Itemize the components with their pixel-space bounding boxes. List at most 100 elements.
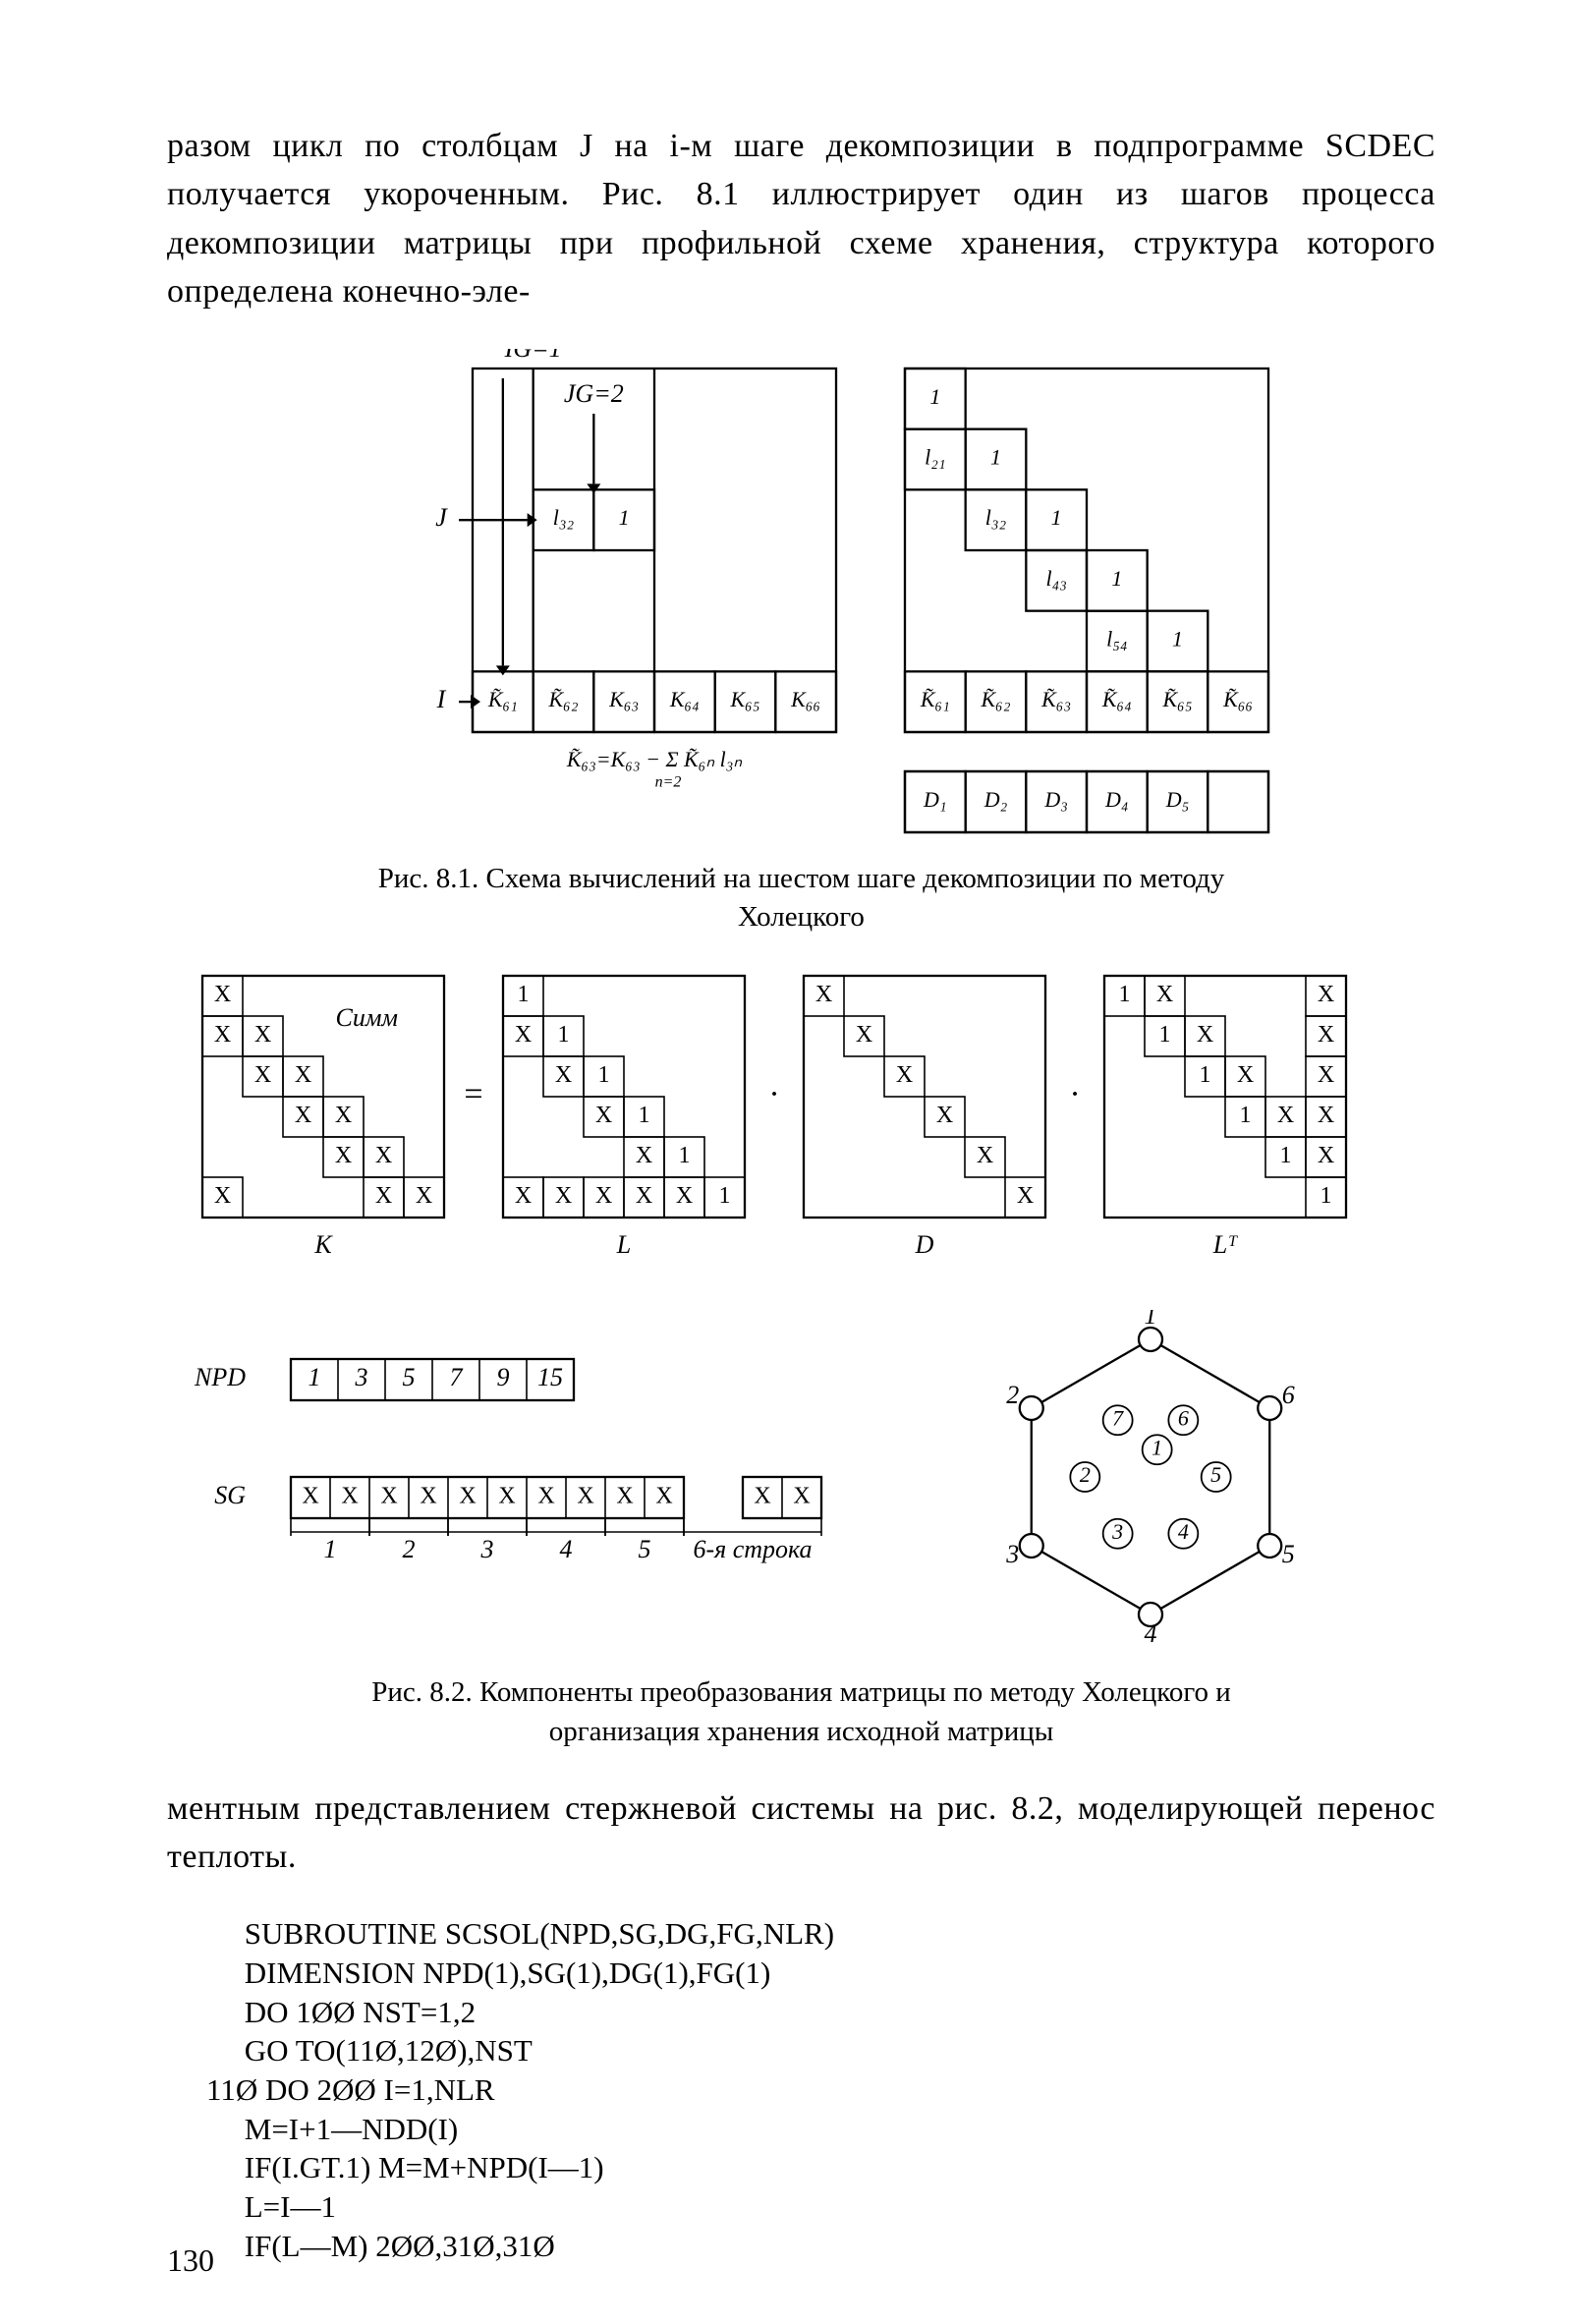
paragraph-2: ментным представлением стержневой систем… bbox=[167, 1785, 1435, 1882]
svg-text:1: 1 bbox=[1144, 1310, 1156, 1330]
svg-text:2: 2 bbox=[1006, 1381, 1019, 1409]
svg-text:J: J bbox=[435, 503, 448, 532]
svg-text:6: 6 bbox=[1281, 1381, 1294, 1409]
svg-text:K̃₆₁: K̃₆₁ bbox=[486, 687, 517, 711]
svg-text:4: 4 bbox=[1177, 1519, 1188, 1544]
fig-8-1-svg: K̃₆₁K̃₆₂K₆₃K₆₄K₆₅K₆₆l₃₂1IG=1JG=2JIK̃₆₃=K… bbox=[296, 349, 1308, 850]
svg-text:·: · bbox=[1069, 1076, 1080, 1112]
svg-text:X: X bbox=[294, 1062, 310, 1088]
svg-text:K̃₆₄: K̃₆₄ bbox=[1100, 687, 1131, 711]
svg-text:l₅₄: l₅₄ bbox=[1106, 627, 1127, 652]
svg-text:1: 1 bbox=[1152, 1436, 1162, 1460]
svg-text:X: X bbox=[594, 1103, 611, 1128]
svg-text:X: X bbox=[1317, 1022, 1333, 1048]
svg-text:I: I bbox=[435, 685, 446, 713]
svg-text:K₆₅: K₆₅ bbox=[729, 687, 759, 711]
svg-text:X: X bbox=[213, 1022, 230, 1048]
svg-text:=: = bbox=[464, 1076, 482, 1112]
svg-text:K̃₆₃: K̃₆₃ bbox=[1040, 687, 1071, 711]
svg-text:7: 7 bbox=[1112, 1406, 1124, 1431]
svg-text:X: X bbox=[1317, 982, 1333, 1007]
svg-text:X: X bbox=[253, 1022, 270, 1048]
svg-text:D₅: D₅ bbox=[1164, 787, 1189, 812]
svg-text:7: 7 bbox=[449, 1363, 463, 1391]
svg-text:X: X bbox=[655, 1484, 672, 1509]
svg-text:X: X bbox=[935, 1103, 952, 1128]
svg-text:X: X bbox=[976, 1143, 992, 1168]
svg-text:4: 4 bbox=[1144, 1619, 1156, 1648]
svg-text:3: 3 bbox=[354, 1363, 367, 1391]
svg-text:X: X bbox=[1236, 1062, 1253, 1088]
svg-text:3: 3 bbox=[1005, 1540, 1019, 1568]
svg-text:·: · bbox=[768, 1076, 779, 1112]
svg-text:K̃₆₆: K̃₆₆ bbox=[1222, 687, 1253, 711]
svg-text:1: 1 bbox=[1279, 1143, 1291, 1168]
svg-text:X: X bbox=[1317, 1103, 1333, 1128]
svg-text:IG=1: IG=1 bbox=[503, 349, 561, 363]
svg-text:X: X bbox=[374, 1143, 391, 1168]
fig-8-2b-svg: NPD1357915SGXXXXXXXXXXXX123456-я строка1… bbox=[183, 1310, 1421, 1664]
svg-text:X: X bbox=[415, 1183, 431, 1209]
svg-text:1: 1 bbox=[678, 1143, 690, 1168]
svg-text:5: 5 bbox=[1210, 1463, 1221, 1488]
svg-text:X: X bbox=[459, 1484, 476, 1509]
svg-text:L: L bbox=[615, 1230, 630, 1259]
svg-text:2: 2 bbox=[402, 1535, 415, 1563]
svg-text:X: X bbox=[514, 1022, 531, 1048]
svg-text:X: X bbox=[294, 1103, 310, 1128]
svg-text:JG=2: JG=2 bbox=[563, 379, 623, 408]
svg-text:1: 1 bbox=[1158, 1022, 1170, 1048]
svg-text:l₃₂: l₃₂ bbox=[552, 505, 574, 530]
svg-text:X: X bbox=[213, 1183, 230, 1209]
svg-text:K₆₆: K₆₆ bbox=[790, 687, 820, 711]
paragraph-1: разом цикл по столбцам J на i-м шаге дек… bbox=[167, 122, 1435, 315]
svg-text:1: 1 bbox=[323, 1535, 336, 1563]
svg-text:X: X bbox=[594, 1183, 611, 1209]
svg-text:X: X bbox=[420, 1484, 436, 1509]
svg-text:X: X bbox=[341, 1484, 358, 1509]
svg-text:5: 5 bbox=[1281, 1540, 1294, 1568]
svg-text:NPD: NPD bbox=[194, 1363, 246, 1391]
svg-text:X: X bbox=[1317, 1143, 1333, 1168]
svg-text:X: X bbox=[498, 1484, 515, 1509]
svg-text:X: X bbox=[815, 982, 831, 1007]
svg-text:n=2: n=2 bbox=[654, 774, 681, 791]
svg-text:X: X bbox=[253, 1062, 270, 1088]
svg-text:l₂₁: l₂₁ bbox=[925, 445, 945, 470]
svg-text:K: K bbox=[313, 1230, 333, 1259]
fig-8-2a-svg: XXXXXXXXXXXXСиммK=1X1X1X1X1XXXXX1L·XXXXX… bbox=[183, 966, 1421, 1280]
svg-text:X: X bbox=[616, 1484, 633, 1509]
svg-text:X: X bbox=[334, 1103, 351, 1128]
figure-8-1: K̃₆₁K̃₆₂K₆₃K₆₄K₆₅K₆₆l₃₂1IG=1JG=2JIK̃₆₃=K… bbox=[167, 349, 1435, 850]
svg-text:1: 1 bbox=[618, 505, 629, 530]
svg-text:1: 1 bbox=[557, 1022, 569, 1048]
svg-text:X: X bbox=[635, 1183, 651, 1209]
svg-text:15: 15 bbox=[537, 1363, 563, 1391]
svg-text:X: X bbox=[635, 1143, 651, 1168]
svg-text:K̃₆₅: K̃₆₅ bbox=[1161, 687, 1192, 711]
svg-text:K̃₆₂: K̃₆₂ bbox=[980, 687, 1010, 711]
svg-text:X: X bbox=[895, 1062, 912, 1088]
svg-text:X: X bbox=[1155, 982, 1172, 1007]
svg-text:1: 1 bbox=[597, 1062, 609, 1088]
svg-text:K₆₃: K₆₃ bbox=[608, 687, 639, 711]
svg-text:1: 1 bbox=[1320, 1183, 1331, 1209]
caption-8-1: Рис. 8.1. Схема вычислений на шестом шаг… bbox=[360, 860, 1244, 936]
svg-text:3: 3 bbox=[1111, 1519, 1123, 1544]
svg-text:X: X bbox=[380, 1484, 397, 1509]
svg-text:X: X bbox=[855, 1022, 871, 1048]
code-listing: SUBROUTINE SCSOL(NPD,SG,DG,FG,NLR) DIMEN… bbox=[206, 1914, 1435, 2265]
svg-text:6: 6 bbox=[1177, 1406, 1188, 1431]
svg-text:1: 1 bbox=[990, 445, 1001, 470]
svg-text:1: 1 bbox=[1199, 1062, 1210, 1088]
svg-text:K̃₆₁: K̃₆₁ bbox=[919, 687, 949, 711]
svg-text:X: X bbox=[514, 1183, 531, 1209]
svg-text:X: X bbox=[793, 1484, 810, 1509]
svg-text:X: X bbox=[577, 1484, 593, 1509]
svg-text:D₁: D₁ bbox=[923, 787, 947, 812]
svg-text:D₂: D₂ bbox=[983, 787, 1007, 812]
svg-text:1: 1 bbox=[929, 384, 940, 409]
svg-text:X: X bbox=[302, 1484, 318, 1509]
figure-8-2b: NPD1357915SGXXXXXXXXXXXX123456-я строка1… bbox=[167, 1310, 1435, 1664]
svg-text:K₆₄: K₆₄ bbox=[668, 687, 699, 711]
